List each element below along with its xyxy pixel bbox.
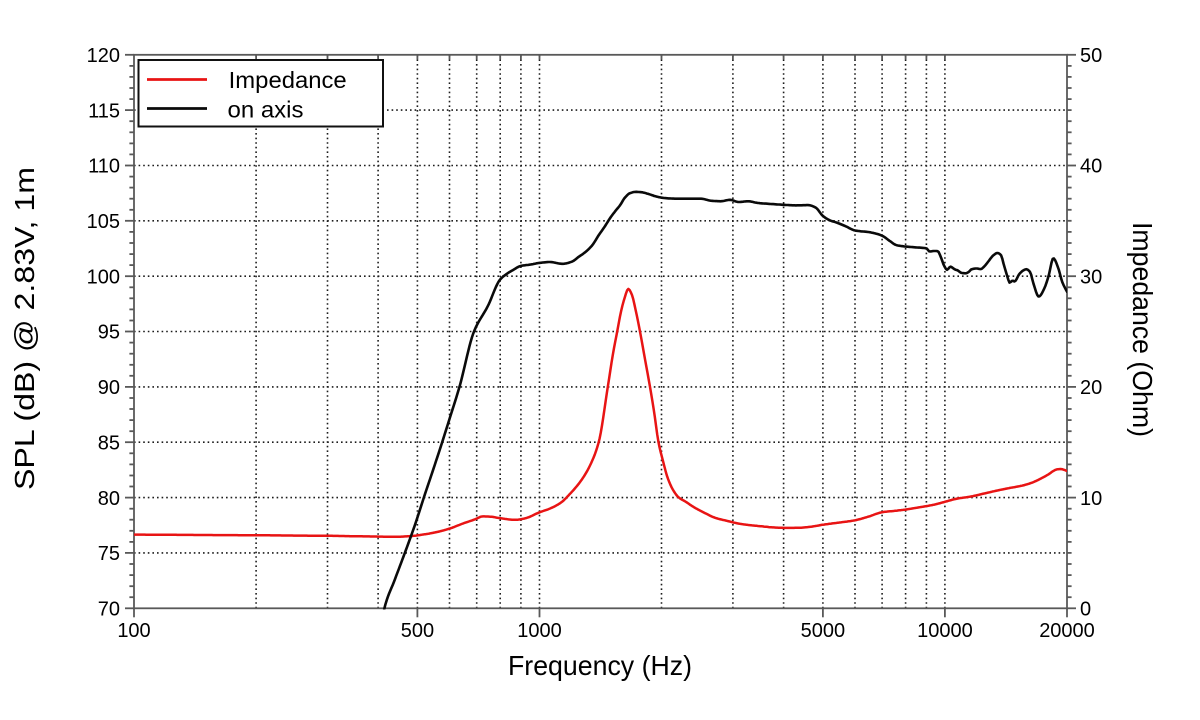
svg-text:95: 95 [98, 322, 120, 344]
svg-text:on axis: on axis [228, 97, 304, 123]
svg-text:0: 0 [1080, 599, 1091, 621]
svg-text:50: 50 [1080, 45, 1102, 67]
svg-text:110: 110 [88, 156, 120, 178]
svg-text:SPL (dB) @ 2.83V, 1m: SPL (dB) @ 2.83V, 1m [9, 167, 40, 490]
svg-text:1000: 1000 [517, 620, 562, 642]
svg-text:75: 75 [98, 543, 120, 565]
svg-text:120: 120 [87, 45, 120, 67]
svg-text:105: 105 [87, 211, 120, 233]
svg-text:Frequency (Hz): Frequency (Hz) [508, 650, 692, 681]
svg-text:85: 85 [98, 432, 120, 454]
svg-text:80: 80 [98, 488, 120, 510]
svg-text:20000: 20000 [1039, 620, 1095, 642]
svg-text:40: 40 [1080, 156, 1102, 178]
svg-text:20: 20 [1080, 377, 1102, 399]
svg-text:10000: 10000 [917, 620, 973, 642]
svg-text:30: 30 [1080, 266, 1102, 288]
svg-text:100: 100 [87, 266, 120, 288]
svg-text:Impedance (Ohm): Impedance (Ohm) [1127, 222, 1158, 437]
svg-text:Impedance: Impedance [229, 67, 347, 93]
svg-text:5000: 5000 [801, 620, 846, 642]
svg-text:500: 500 [401, 620, 434, 642]
svg-text:115: 115 [88, 100, 120, 122]
svg-text:90: 90 [98, 377, 120, 399]
svg-text:10: 10 [1080, 488, 1102, 510]
svg-text:100: 100 [117, 620, 150, 642]
svg-text:70: 70 [98, 599, 120, 621]
